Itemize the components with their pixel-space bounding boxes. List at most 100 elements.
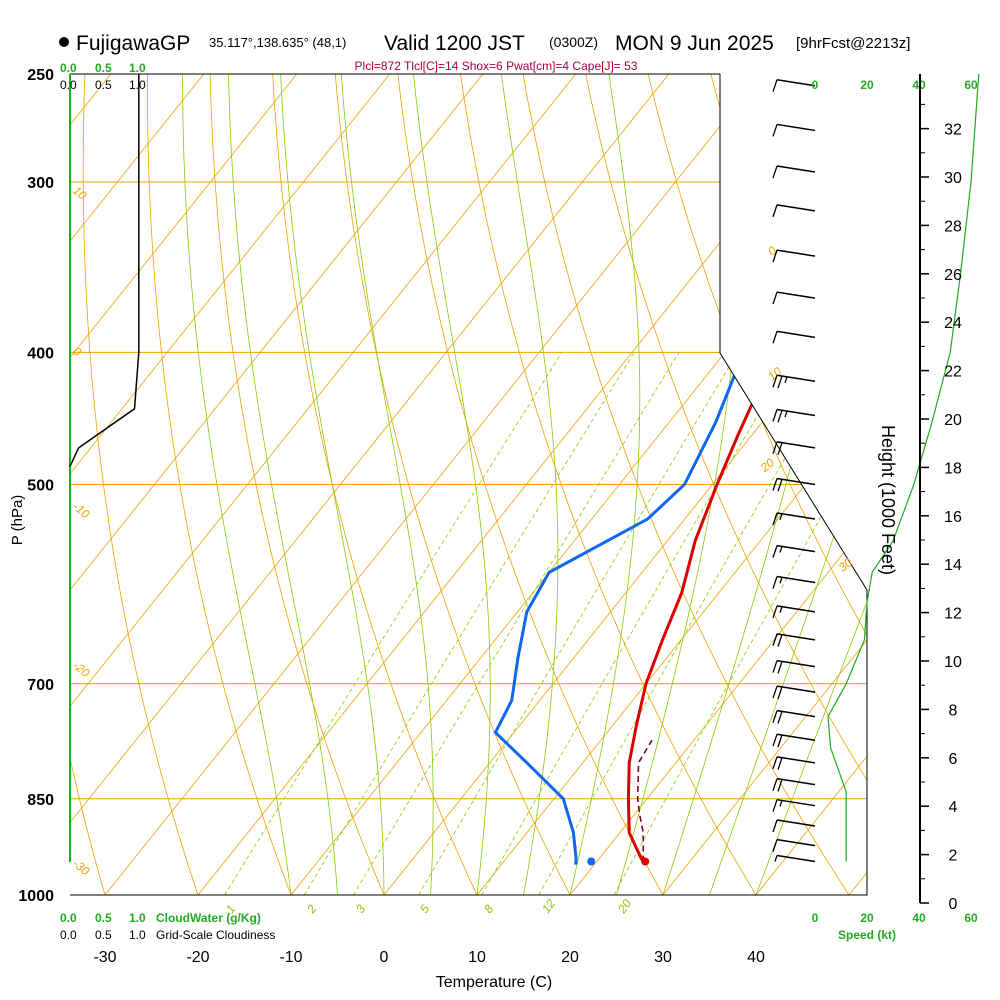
wind-barb-half-flag <box>779 577 783 584</box>
wind-barb <box>772 330 816 344</box>
valid-date: MON 9 Jun 2025 <box>615 32 774 55</box>
wind-barb <box>772 777 816 792</box>
wind-barb-shaft <box>776 659 816 668</box>
wind-barb-half-flag <box>774 855 778 862</box>
height-axis-title: Height (1000 Feet) <box>878 425 898 575</box>
mixing-ratio-line <box>613 352 867 895</box>
cloud-top-green-1: 0.5 <box>95 61 112 75</box>
dry-adiabat-line <box>827 74 867 895</box>
wind-barb-flag <box>777 442 783 455</box>
pressure-tick-label: 250 <box>27 67 54 84</box>
temperature-tick-label: -20 <box>186 949 209 966</box>
wind-barb-shaft <box>776 838 816 847</box>
wind-barb-flag <box>772 331 778 344</box>
wind-barb <box>772 291 816 305</box>
height-tick-label: 10 <box>944 654 962 671</box>
cloud-bottom-black-1: 0.5 <box>95 928 112 942</box>
speed-top-tick: 20 <box>860 78 874 92</box>
wind-barb-flag <box>772 478 778 491</box>
surface-dewpoint-dot <box>587 857 596 866</box>
wind-barb-flag <box>772 249 778 263</box>
wind-barb-shaft <box>776 123 816 132</box>
temperature-tick-label: 20 <box>561 949 579 966</box>
temperature-tick-label: 40 <box>747 949 765 966</box>
wind-barb-shaft <box>776 633 816 641</box>
wind-barb <box>772 544 816 558</box>
temperature-tick-label: -10 <box>279 949 302 966</box>
dry-adiabat-label: 0 <box>70 344 84 359</box>
dry-adiabat-line <box>642 74 867 895</box>
dry-adiabat-line <box>518 74 850 895</box>
utc-time: (0300Z) <box>549 34 598 50</box>
height-tick-label: 12 <box>944 606 962 623</box>
isotherm-line <box>70 74 484 895</box>
wind-barb-flag <box>777 410 783 423</box>
dry-adiabat-label: 30 <box>836 555 855 575</box>
wind-barb <box>772 575 816 589</box>
wind-barb-shaft <box>776 605 816 613</box>
moist-adiabat-line <box>340 74 434 895</box>
height-tick-label: 28 <box>944 218 962 235</box>
wind-barb-half-flag <box>784 410 788 418</box>
mixing-ratio-label: 20 <box>614 896 634 916</box>
dry-adiabat-line <box>394 74 664 895</box>
temperature-tick-label: 30 <box>654 949 672 966</box>
wind-barb-shaft <box>776 685 816 693</box>
mixing-ratio-line <box>481 352 795 895</box>
pressure-tick-label: 400 <box>27 345 54 362</box>
wind-barb <box>772 204 816 218</box>
wind-barb-shaft <box>776 798 816 807</box>
isotherm-line <box>0 74 18 895</box>
wind-barb-shaft <box>776 330 816 339</box>
wind-barb-shaft <box>776 733 816 741</box>
wind-barb-half-flag <box>779 800 783 807</box>
wind-barb-shaft <box>776 777 816 786</box>
wind-barb <box>772 374 816 389</box>
speed-bottom-tick: 40 <box>912 911 926 925</box>
cloud-top-green-0: 0.0 <box>60 61 77 75</box>
wind-barb <box>772 733 816 748</box>
moist-adiabat-line <box>709 74 867 895</box>
wind-barb-shaft <box>776 709 816 718</box>
mixing-ratio-label: 3 <box>353 902 368 916</box>
wind-barb-flag <box>772 512 778 526</box>
speed-top-tick: 60 <box>964 78 978 92</box>
wind-barb-shaft <box>776 756 816 764</box>
height-tick-label: 22 <box>944 364 962 381</box>
wind-barb <box>772 123 816 137</box>
dry-adiabat-line <box>82 74 199 895</box>
dry-adiabat-label: -10 <box>70 499 93 521</box>
dry-adiabat-label: -20 <box>70 658 93 680</box>
isotherm-line <box>662 74 867 895</box>
height-tick-label: 18 <box>944 460 962 477</box>
isotherm-line <box>70 74 577 895</box>
moist-adiabat-line <box>182 74 292 895</box>
cloud-bottom-green-0: 0.0 <box>60 911 77 925</box>
wind-barb-shaft <box>776 544 816 553</box>
wind-barb-flag <box>777 661 783 674</box>
cloud-bottom-black-0: 0.0 <box>60 928 77 942</box>
wind-barb-flag <box>772 778 778 791</box>
pressure-tick-label: 700 <box>27 677 54 694</box>
isotherm-line <box>70 74 298 895</box>
mixing-ratio-label: 5 <box>417 902 432 916</box>
pressure-tick-label: 500 <box>27 478 54 495</box>
wind-barb-flag <box>777 479 783 492</box>
wind-barb-half-flag <box>779 546 783 553</box>
wind-barb-flag <box>772 375 778 388</box>
station-coords: 35.117°,138.635° (48,1) <box>209 35 346 50</box>
temperature-tick-label: 10 <box>468 949 486 966</box>
forecast-info: [9hrFcst@2213z] <box>796 35 910 52</box>
moist-adiabat-line <box>280 74 385 895</box>
wind-barb-half-flag <box>779 513 783 521</box>
temperature-tick-label: -30 <box>93 949 116 966</box>
wind-barb-flag <box>772 839 778 852</box>
dry-adiabat-line <box>271 74 478 895</box>
dry-adiabat-label: -30 <box>70 856 93 878</box>
isotherm-line <box>755 74 867 895</box>
moist-adiabat-line <box>500 74 559 895</box>
height-tick-label: 26 <box>944 267 962 284</box>
wind-barb <box>772 659 816 674</box>
wind-barb-flag <box>777 634 783 647</box>
